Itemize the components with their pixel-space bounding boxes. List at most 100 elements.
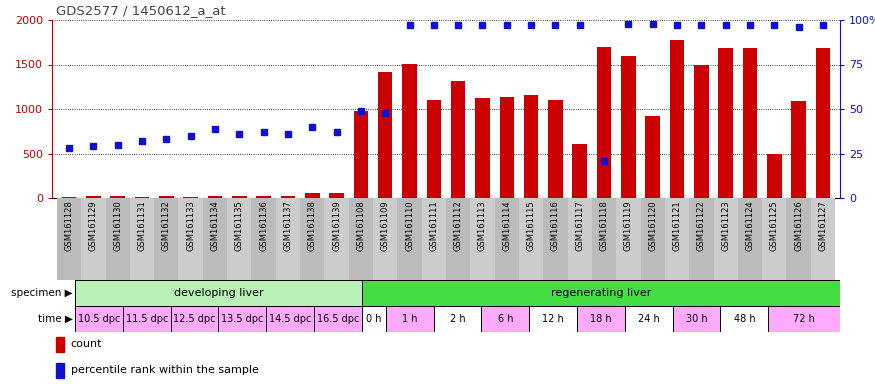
Text: GSM161119: GSM161119 (624, 200, 633, 251)
Bar (529, 306, 577, 332)
Bar (325, 198, 349, 280)
Bar (577, 306, 625, 332)
Bar (500, 98, 514, 198)
Bar (159, 196, 173, 198)
Bar (305, 193, 319, 198)
Bar (154, 198, 178, 280)
Bar (519, 198, 543, 280)
Bar (62, 197, 76, 198)
Text: 0 h: 0 h (366, 314, 382, 324)
Bar (494, 198, 519, 280)
Text: GSM161108: GSM161108 (356, 200, 366, 251)
Bar (422, 198, 446, 280)
Bar (543, 198, 568, 280)
Text: GSM161118: GSM161118 (599, 200, 609, 251)
Bar (106, 198, 130, 280)
Text: percentile rank within the sample: percentile rank within the sample (71, 366, 259, 376)
Text: 10.5 dpc: 10.5 dpc (78, 314, 120, 324)
Text: 6 h: 6 h (498, 314, 513, 324)
Text: GSM161135: GSM161135 (234, 200, 244, 251)
Text: GSM161125: GSM161125 (770, 200, 779, 251)
Bar (57, 198, 81, 280)
Bar (673, 306, 720, 332)
Bar (75, 306, 123, 332)
Bar (373, 198, 397, 280)
Text: GSM161112: GSM161112 (453, 200, 463, 251)
Bar (123, 306, 171, 332)
Text: GSM161111: GSM161111 (430, 200, 438, 251)
Text: GSM161122: GSM161122 (696, 200, 706, 251)
Bar (135, 197, 150, 198)
Text: 48 h: 48 h (733, 314, 755, 324)
Text: 24 h: 24 h (638, 314, 660, 324)
Text: GSM161109: GSM161109 (381, 200, 389, 251)
Bar (434, 306, 481, 332)
Text: developing liver: developing liver (173, 288, 263, 298)
Bar (75, 280, 362, 306)
Bar (386, 306, 434, 332)
Text: count: count (71, 339, 102, 349)
Text: GSM161128: GSM161128 (65, 200, 74, 251)
Bar (791, 101, 806, 198)
Text: 12 h: 12 h (542, 314, 564, 324)
Bar (816, 48, 830, 198)
Bar (281, 196, 295, 198)
Text: GSM161116: GSM161116 (551, 200, 560, 251)
Bar (207, 196, 222, 198)
Text: 14.5 dpc: 14.5 dpc (269, 314, 312, 324)
Bar (362, 280, 840, 306)
Text: GSM161110: GSM161110 (405, 200, 414, 251)
Text: 30 h: 30 h (686, 314, 707, 324)
Bar (203, 198, 228, 280)
Text: 13.5 dpc: 13.5 dpc (221, 314, 263, 324)
Bar (402, 64, 416, 198)
Bar (314, 306, 362, 332)
Bar (640, 198, 665, 280)
Bar (768, 306, 840, 332)
Bar (690, 198, 713, 280)
Text: GSM161130: GSM161130 (113, 200, 123, 251)
Bar (767, 154, 781, 198)
Text: GSM161115: GSM161115 (527, 200, 536, 251)
Text: GSM161137: GSM161137 (284, 200, 292, 252)
Text: GSM161123: GSM161123 (721, 200, 731, 251)
Text: GSM161124: GSM161124 (746, 200, 754, 251)
Text: GSM161127: GSM161127 (818, 200, 828, 251)
Bar (524, 95, 538, 198)
Bar (232, 196, 247, 198)
Text: GSM161139: GSM161139 (332, 200, 341, 251)
Bar (625, 306, 673, 332)
Bar (738, 198, 762, 280)
Bar (56, 337, 65, 352)
Text: GDS2577 / 1450612_a_at: GDS2577 / 1450612_a_at (56, 4, 226, 17)
Bar (362, 306, 386, 332)
Bar (568, 198, 592, 280)
Text: GSM161121: GSM161121 (673, 200, 682, 251)
Text: 2 h: 2 h (450, 314, 466, 324)
Text: GSM161133: GSM161133 (186, 200, 195, 252)
Bar (130, 198, 154, 280)
Text: 18 h: 18 h (590, 314, 612, 324)
Bar (228, 198, 251, 280)
Bar (256, 196, 271, 198)
Text: GSM161138: GSM161138 (308, 200, 317, 252)
Bar (110, 196, 125, 198)
Bar (86, 196, 101, 198)
Text: 16.5 dpc: 16.5 dpc (317, 314, 359, 324)
Text: GSM161129: GSM161129 (89, 200, 98, 251)
Bar (713, 198, 738, 280)
Bar (451, 81, 466, 198)
Text: GSM161136: GSM161136 (259, 200, 268, 252)
Text: 72 h: 72 h (794, 314, 816, 324)
Text: 1 h: 1 h (402, 314, 417, 324)
Text: 12.5 dpc: 12.5 dpc (173, 314, 216, 324)
Bar (481, 306, 529, 332)
Bar (475, 98, 490, 198)
Bar (184, 197, 198, 198)
Bar (762, 198, 787, 280)
Bar (426, 100, 441, 198)
Bar (811, 198, 835, 280)
Bar (572, 144, 587, 198)
Bar (300, 198, 325, 280)
Bar (446, 198, 471, 280)
